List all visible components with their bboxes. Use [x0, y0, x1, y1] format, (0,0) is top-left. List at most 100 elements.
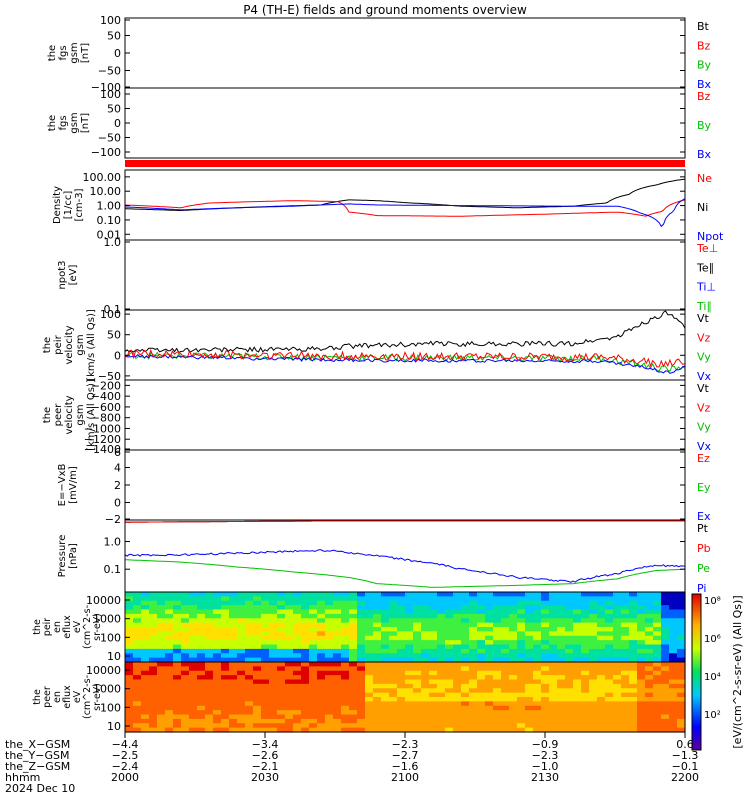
spectrogram-cell: [141, 705, 150, 711]
x-axis-value: −2.5: [112, 749, 139, 762]
spectrogram-cell: [125, 631, 134, 637]
spectrogram-cell: [285, 600, 294, 606]
spectrogram-cell: [269, 609, 278, 615]
spectrogram-cell: [325, 701, 334, 707]
y-tick-label: 10000: [86, 594, 121, 607]
spectrogram-cell: [301, 705, 310, 711]
spectrogram-cell: [293, 640, 302, 646]
spectrogram-cell: [501, 675, 510, 681]
spectrogram-cell: [173, 644, 182, 650]
spectrogram-cell: [341, 635, 350, 641]
spectrogram-cell: [277, 613, 286, 619]
spectrogram-cell: [501, 723, 510, 729]
spectrogram-cell: [365, 618, 374, 624]
spectrogram-cell: [293, 592, 302, 597]
spectrogram-cell: [581, 640, 590, 646]
spectrogram-cell: [565, 662, 574, 667]
spectrogram-cell: [373, 727, 382, 733]
spectrogram-cell: [245, 662, 254, 667]
legend-entry: By: [697, 119, 712, 132]
spectrogram-cell: [237, 662, 246, 667]
spectrogram-cell: [349, 596, 358, 602]
spectrogram-cell: [181, 618, 190, 624]
spectrogram-cell: [589, 631, 598, 637]
spectrogram-cell: [269, 596, 278, 602]
spectrogram-cell: [245, 596, 254, 602]
spectrogram-cell: [301, 596, 310, 602]
spectrogram-cell: [221, 683, 230, 689]
spectrogram-cell: [541, 697, 550, 702]
spectrogram-cell: [133, 613, 142, 619]
spectrogram-cell: [365, 723, 374, 729]
spectrogram-cell: [469, 631, 478, 637]
spectrogram-cell: [437, 714, 446, 720]
spectrogram-cell: [349, 631, 358, 637]
spectrogram-cell: [493, 723, 502, 729]
spectrogram-cell: [677, 688, 686, 694]
spectrogram-cell: [221, 631, 230, 637]
spectrogram-cell: [333, 609, 342, 615]
y-tick-label: −800: [91, 412, 121, 425]
y-label-line: Pressure: [57, 535, 68, 578]
spectrogram-cell: [237, 648, 246, 654]
spectrogram-cell: [437, 609, 446, 615]
spectrogram-cell: [341, 644, 350, 650]
spectrogram-cell: [573, 666, 582, 672]
spectrogram-cell: [389, 697, 398, 702]
spectrogram-cell: [477, 714, 486, 720]
spectrogram-cell: [389, 605, 398, 611]
spectrogram-cell: [213, 609, 222, 615]
spectrogram-cell: [253, 697, 262, 702]
spectrogram-cell: [157, 662, 166, 667]
spectrogram-cell: [525, 644, 534, 650]
spectrogram-cell: [445, 675, 454, 681]
spectrogram-cell: [253, 596, 262, 602]
spectrogram-cell: [597, 635, 606, 641]
spectrogram-cell: [181, 640, 190, 646]
spectrogram-cell: [677, 662, 686, 667]
spectrogram-cell: [493, 631, 502, 637]
spectrogram-cell: [125, 622, 134, 628]
spectrogram-cell: [293, 710, 302, 716]
spectrogram-cell: [397, 640, 406, 646]
spectrogram-cell: [165, 723, 174, 729]
spectrogram-cell: [269, 662, 278, 667]
spectrogram-cell: [309, 631, 318, 637]
spectrogram-cell: [565, 683, 574, 689]
spectrogram-cell: [125, 679, 134, 685]
spectrogram-cell: [573, 653, 582, 659]
spectrogram-cell: [381, 657, 390, 663]
spectrogram-cell: [373, 692, 382, 698]
spectrogram-cell: [653, 596, 662, 602]
spectrogram-cell: [501, 635, 510, 641]
spectrogram-cell: [533, 635, 542, 641]
spectrogram-cell: [477, 640, 486, 646]
spectrogram-cell: [381, 605, 390, 611]
spectrogram-cell: [637, 627, 646, 632]
spectrogram-cell: [621, 657, 630, 663]
spectrogram-cell: [461, 631, 470, 637]
spectrogram-cell: [397, 701, 406, 707]
spectrogram-cell: [573, 648, 582, 654]
spectrogram-cell: [349, 714, 358, 720]
spectrogram-cell: [213, 596, 222, 602]
spectrogram-cell: [589, 727, 598, 733]
spectrogram-cell: [157, 683, 166, 689]
spectrogram-cell: [157, 596, 166, 602]
spectrogram-cell: [453, 609, 462, 615]
spectrogram-cell: [325, 692, 334, 698]
spectrogram-cell: [237, 705, 246, 711]
spectrogram-cell: [661, 710, 670, 716]
spectrogram-cell: [245, 640, 254, 646]
spectrogram-cell: [173, 718, 182, 724]
spectrogram-cell: [637, 657, 646, 663]
spectrogram-cell: [373, 657, 382, 663]
spectrogram-cell: [141, 692, 150, 698]
spectrogram-cell: [661, 688, 670, 694]
spectrogram-cell: [389, 683, 398, 689]
spectrogram-cell: [453, 605, 462, 611]
y-label-line: [mV/m]: [68, 466, 79, 504]
spectrogram-cell: [397, 653, 406, 659]
spectrogram-cell: [429, 618, 438, 624]
spectrogram-cell: [133, 718, 142, 724]
